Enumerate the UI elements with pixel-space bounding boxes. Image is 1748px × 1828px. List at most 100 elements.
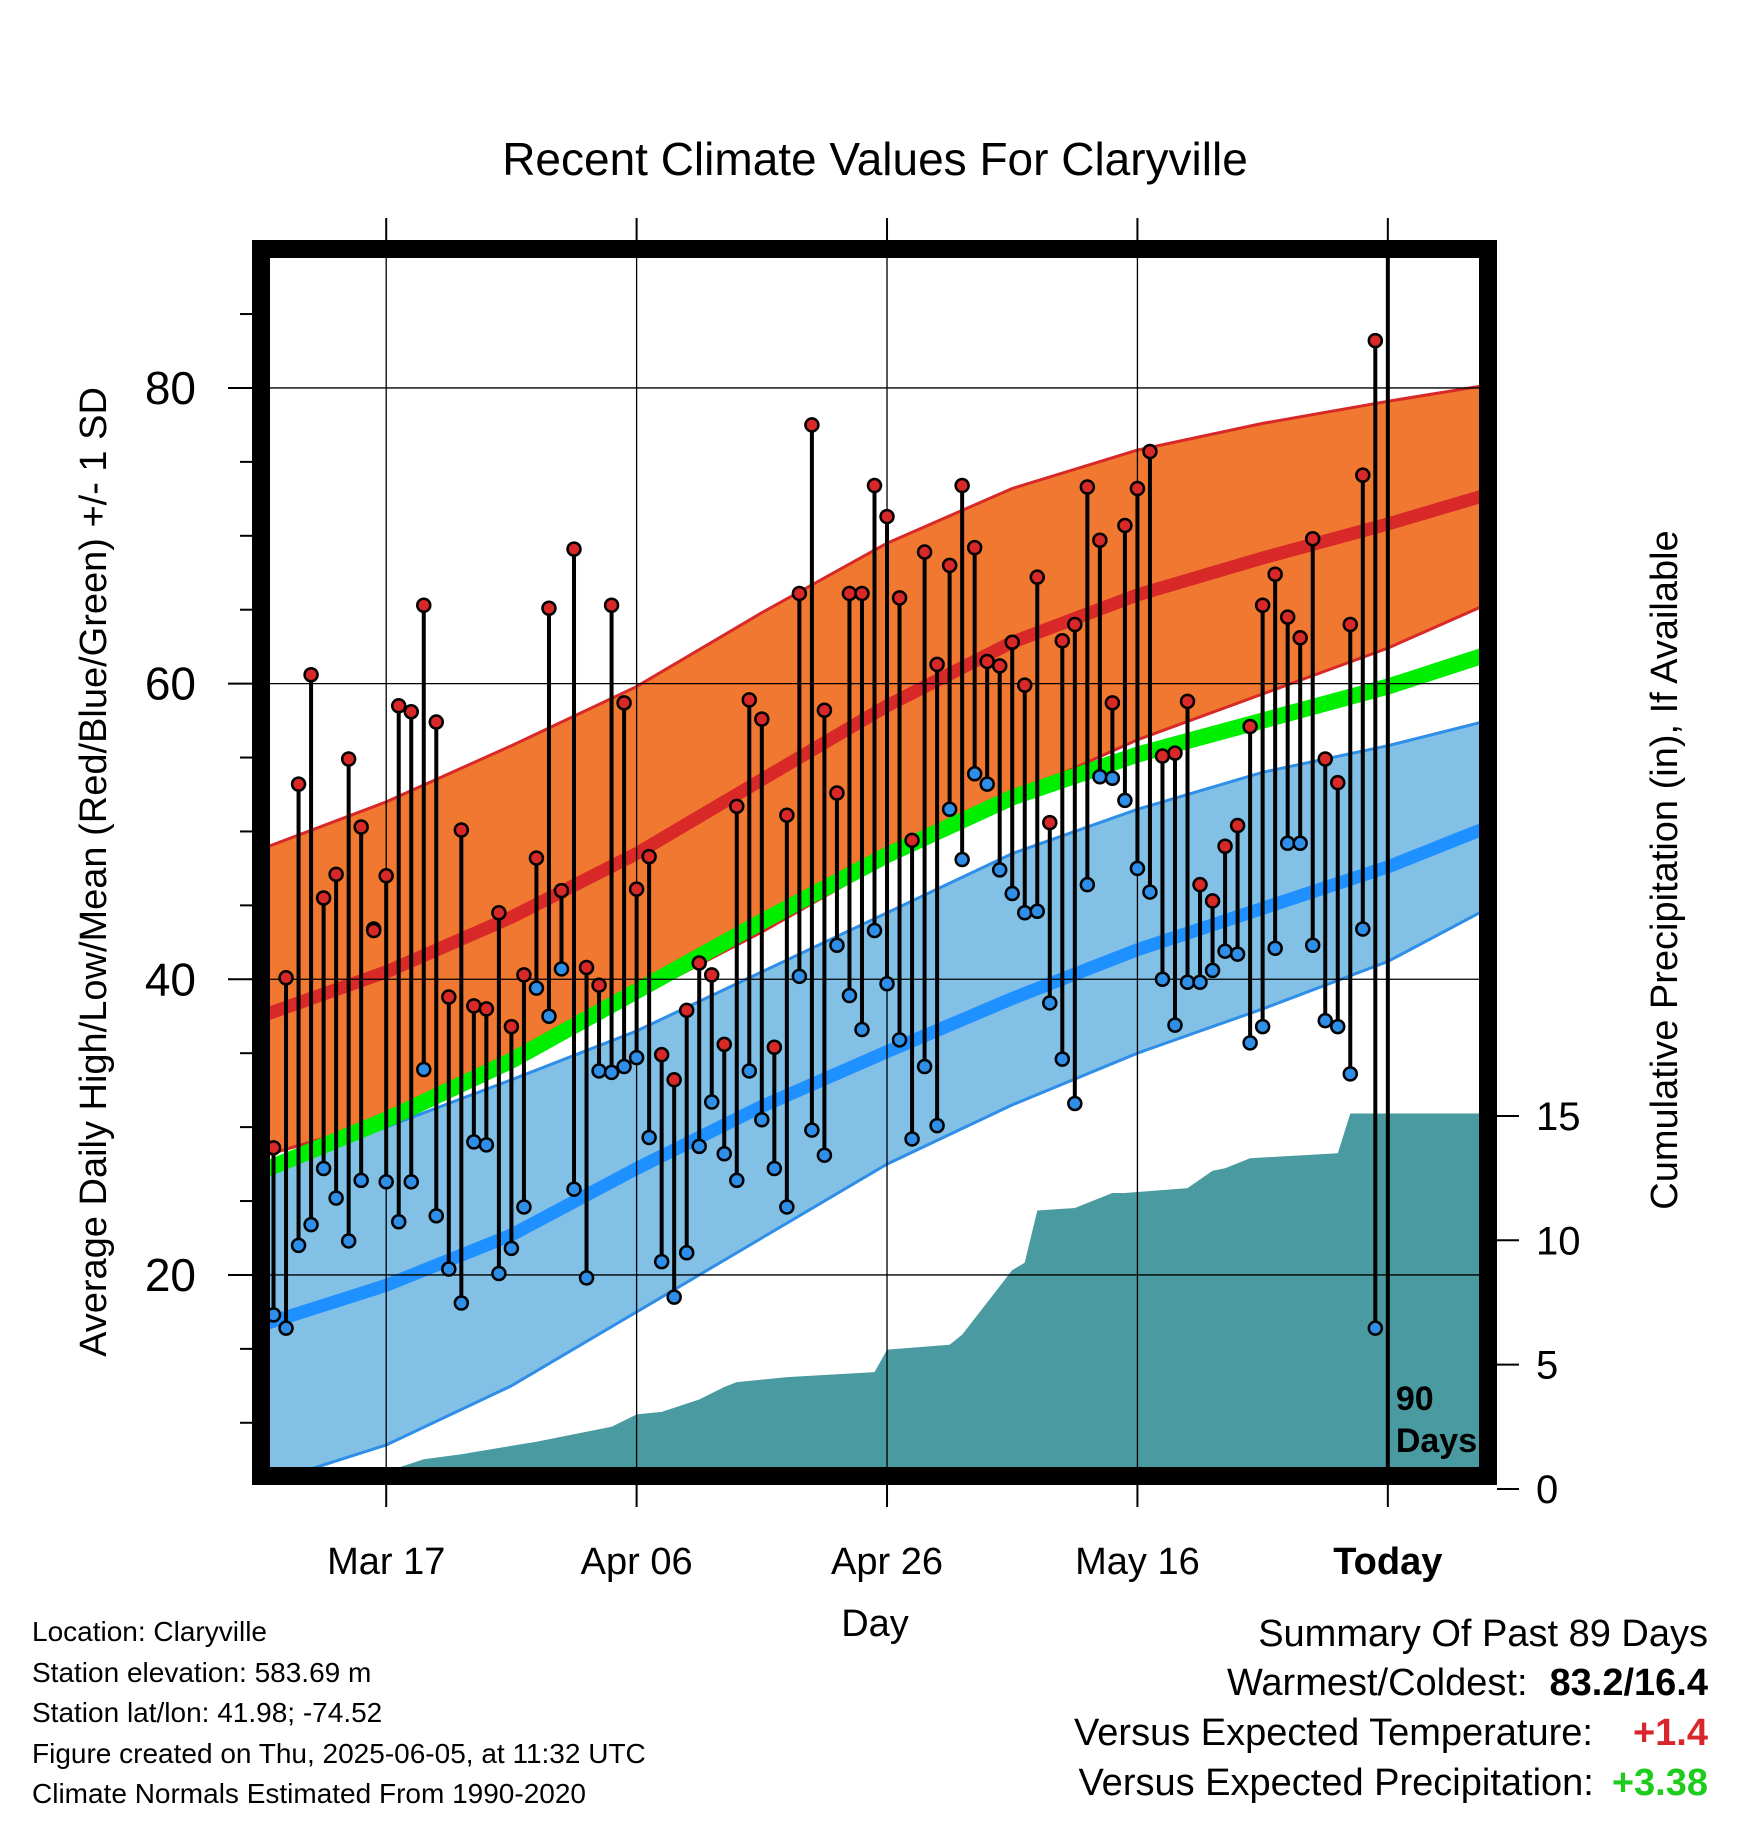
- daily-low-point: [854, 1021, 870, 1038]
- daily-high-point: [478, 1001, 495, 1017]
- daily-high-point: [1067, 616, 1083, 633]
- daily-high-point: [1117, 517, 1133, 534]
- today-days-number: 90: [1396, 1380, 1434, 1418]
- y2-tick-label: 5: [1536, 1344, 1558, 1388]
- daily-high-point: [779, 807, 795, 823]
- daily-low-point: [929, 1117, 945, 1134]
- y2-tick-label: 15: [1536, 1095, 1581, 1139]
- daily-low-point: [603, 1064, 620, 1081]
- daily-high-point: [390, 698, 407, 714]
- daily-low-point: [528, 980, 545, 996]
- daily-high-point: [1054, 633, 1071, 649]
- daily-low-point: [954, 851, 970, 868]
- daily-high-point: [1042, 814, 1058, 831]
- low-sd-band: [261, 720, 1488, 1476]
- daily-low-point: [1192, 974, 1208, 990]
- y-tick-label: 60: [145, 658, 196, 710]
- daily-low-point: [691, 1138, 707, 1155]
- daily-high-point: [1154, 748, 1171, 764]
- daily-low-point: [1167, 1017, 1183, 1033]
- warmest-coldest-label: Warmest/Coldest:: [1226, 1662, 1528, 1704]
- daily-low-point: [390, 1213, 407, 1230]
- x-tick-label: Today: [1333, 1541, 1442, 1583]
- daily-high-point: [766, 1039, 783, 1056]
- daily-high-point: [578, 959, 595, 976]
- daily-low-point: [1154, 971, 1171, 988]
- daily-low-point: [891, 1032, 908, 1048]
- daily-high-point: [453, 822, 470, 838]
- daily-high-point: [966, 539, 983, 556]
- daily-low-point: [541, 1008, 557, 1024]
- daily-low-point: [1042, 995, 1058, 1011]
- daily-high-point: [941, 557, 958, 574]
- daily-high-point: [641, 848, 657, 865]
- plot-frame: [252, 240, 1497, 1485]
- daily-low-point: [1292, 835, 1308, 852]
- daily-low-point: [1355, 921, 1371, 937]
- daily-low-point: [1079, 876, 1096, 893]
- daily-high-point: [1355, 467, 1371, 483]
- daily-high-point: [1279, 609, 1296, 625]
- daily-low-point: [1054, 1051, 1071, 1067]
- daily-high-point: [866, 477, 883, 494]
- warmest-coldest-value: 83.2/16.4: [1549, 1662, 1708, 1704]
- daily-high-point: [628, 881, 645, 897]
- daily-low-point: [403, 1174, 419, 1190]
- daily-low-point: [1067, 1095, 1083, 1112]
- daily-low-point: [1279, 835, 1296, 852]
- daily-high-point: [553, 882, 570, 899]
- daily-high-point: [879, 508, 895, 525]
- daily-low-point: [729, 1172, 745, 1189]
- daily-high-point: [328, 866, 344, 883]
- daily-high-point: [1330, 774, 1346, 791]
- elevation-text: Station elevation: 583.69 m: [32, 1656, 372, 1688]
- daily-low-point: [1029, 903, 1046, 920]
- daily-high-point: [904, 832, 920, 849]
- y-axis-label: Average Daily High/Low/Mean (Red/Blue/Gr…: [73, 387, 115, 1357]
- daily-high-point: [891, 590, 908, 606]
- x-tick-label: Mar 17: [327, 1541, 445, 1583]
- y2-axis-label: Cumulative Precipitation (in), If Availa…: [1644, 530, 1686, 1209]
- daily-low-point: [516, 1199, 532, 1215]
- daily-high-point: [566, 541, 582, 557]
- temp-anomaly-row: Versus Expected Temperature: +1.4: [808, 1708, 1708, 1758]
- daily-high-point: [466, 998, 482, 1014]
- daily-high-point: [303, 667, 319, 683]
- daily-high-point: [854, 585, 870, 602]
- daily-high-point: [1179, 693, 1196, 710]
- station-info: Location: Claryville Station elevation: …: [32, 1612, 646, 1815]
- daily-high-point: [754, 711, 770, 727]
- daily-high-point: [365, 922, 382, 939]
- daily-high-point: [954, 477, 970, 494]
- daily-high-point: [691, 955, 707, 971]
- daily-high-point: [1254, 597, 1271, 614]
- x-axis-label: Day: [841, 1603, 909, 1645]
- daily-low-point: [303, 1216, 319, 1233]
- temp-anomaly-value: +1.4: [1632, 1712, 1708, 1754]
- daily-low-point: [478, 1137, 495, 1153]
- daily-high-point: [653, 1046, 670, 1063]
- daily-high-point: [591, 977, 607, 993]
- daily-high-point: [416, 597, 432, 614]
- daily-low-point: [1217, 943, 1233, 959]
- daily-low-point: [879, 975, 895, 992]
- daily-high-point: [516, 967, 532, 983]
- daily-low-point: [591, 1063, 607, 1079]
- precip-anomaly-row: Versus Expected Precipitation: +3.38: [808, 1758, 1708, 1808]
- daily-high-point: [1267, 566, 1283, 582]
- daily-low-point: [553, 961, 570, 977]
- daily-high-point: [1229, 817, 1246, 834]
- daily-high-point: [1029, 569, 1046, 585]
- daily-high-point: [1204, 893, 1221, 909]
- daily-high-point: [1242, 718, 1258, 735]
- daily-low-point: [1179, 974, 1196, 990]
- daily-high-point: [829, 785, 845, 801]
- daily-low-point: [453, 1295, 470, 1311]
- daily-high-point: [703, 967, 720, 983]
- daily-low-point: [653, 1253, 670, 1270]
- warmest-coldest-row: Warmest/Coldest: 83.2/16.4: [808, 1658, 1708, 1708]
- summary-panel: Summary Of Past 89 Days Warmest/Coldest:…: [808, 1610, 1708, 1808]
- x-tick-label: May 16: [1075, 1541, 1200, 1583]
- daily-low-point: [804, 1122, 820, 1138]
- daily-low-point: [1104, 770, 1121, 786]
